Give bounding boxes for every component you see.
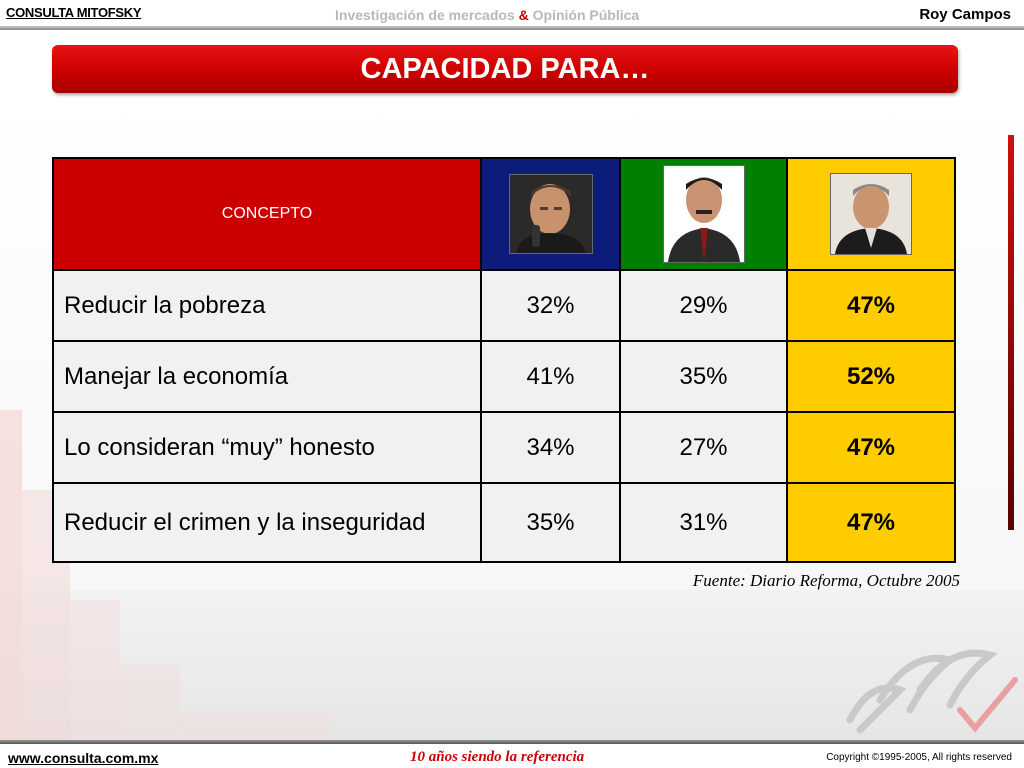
tagline-part2: Opinión Pública — [528, 7, 640, 23]
tagline-ampersand: & — [518, 7, 529, 23]
decorative-square — [70, 600, 120, 740]
value-cell: 34% — [480, 411, 621, 484]
candidate-1-portrait-icon — [508, 174, 593, 254]
header-divider — [0, 26, 1024, 30]
author-name: Roy Campos — [919, 6, 1011, 23]
table-header-row: CONCEPTO — [52, 157, 956, 271]
row-label: Lo consideran “muy” honesto — [52, 411, 482, 484]
table-row: Manejar la economía 41% 35% 52% — [52, 340, 956, 413]
decorative-square — [180, 712, 330, 740]
mitofsky-logo-icon — [846, 649, 1018, 734]
value-cell: 35% — [619, 340, 788, 413]
highlight-value-cell: 47% — [786, 482, 956, 563]
value-cell: 32% — [480, 269, 621, 342]
concept-header: CONCEPTO — [52, 157, 482, 271]
value-cell: 31% — [619, 482, 788, 563]
candidate-3-portrait-icon — [830, 173, 912, 255]
row-label: Reducir el crimen y la inseguridad — [52, 482, 482, 563]
table-row: Lo consideran “muy” honesto 34% 27% 47% — [52, 411, 956, 484]
candidate-1-header — [480, 157, 621, 271]
footer-divider — [0, 740, 1024, 744]
brand-name[interactable]: CONSULTA MITOFSKY — [6, 5, 142, 20]
copyright-text: Copyright ©1995-2005, All rights reserve… — [826, 752, 1012, 763]
candidate-3-header — [786, 157, 956, 271]
candidate-2-portrait-icon — [662, 165, 745, 263]
decorative-square — [0, 410, 22, 740]
highlight-value-cell: 47% — [786, 411, 956, 484]
value-cell: 41% — [480, 340, 621, 413]
highlight-value-cell: 47% — [786, 269, 956, 342]
accent-bar — [1008, 135, 1014, 530]
highlight-value-cell: 52% — [786, 340, 956, 413]
value-cell: 27% — [619, 411, 788, 484]
header: CONSULTA MITOFSKY Investigación de merca… — [0, 0, 1024, 30]
table-row: Reducir el crimen y la inseguridad 35% 3… — [52, 482, 956, 563]
page-title: CAPACIDAD PARA… — [360, 52, 650, 85]
source-note: Fuente: Diario Reforma, Octubre 2005 — [692, 571, 960, 590]
value-cell: 29% — [619, 269, 788, 342]
row-label: Manejar la economía — [52, 340, 482, 413]
value-cell: 35% — [480, 482, 621, 563]
candidate-2-header — [619, 157, 788, 271]
row-label: Reducir la pobreza — [52, 269, 482, 342]
website-link[interactable]: www.consulta.com.mx — [8, 750, 159, 766]
results-table: CONCEPTO — [52, 157, 956, 563]
footer-slogan: 10 años siendo la referencia — [410, 749, 585, 765]
decorative-square — [120, 665, 180, 740]
tagline: Investigación de mercados & Opinión Públ… — [335, 7, 639, 23]
table-row: Reducir la pobreza 32% 29% 47% — [52, 269, 956, 342]
title-bar: CAPACIDAD PARA… — [52, 45, 958, 93]
tagline-part1: Investigación de mercados — [335, 7, 519, 23]
